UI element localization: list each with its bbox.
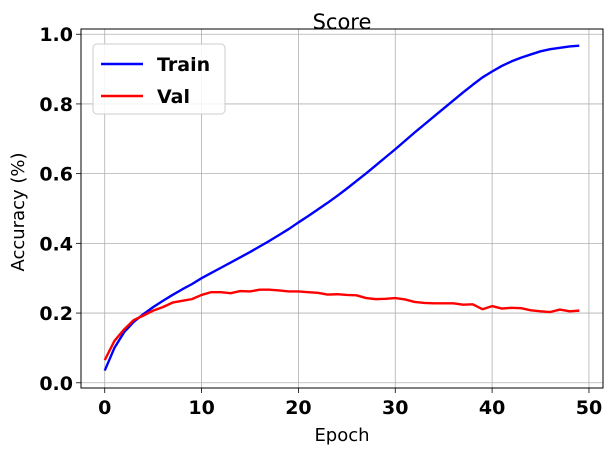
x-tick-label: 0 (98, 397, 111, 419)
y-tick-label: 0.6 (39, 164, 73, 186)
x-tick-label: 20 (285, 397, 311, 419)
legend-label-train: Train (157, 54, 210, 76)
series-line-train (103, 44, 580, 372)
chart-title: Score (313, 10, 372, 34)
x-axis: 0 10 20 30 40 50 (98, 388, 602, 419)
y-tick-label: 0.2 (39, 303, 73, 325)
plot-lines (103, 44, 580, 372)
x-tick-label: 50 (576, 397, 602, 419)
y-tick-label: 1.0 (39, 24, 73, 46)
series-line-val (103, 288, 580, 361)
legend-label-val: Val (157, 86, 190, 108)
y-axis-label: Accuracy (%) (8, 152, 29, 271)
x-tick-label: 40 (479, 397, 505, 419)
y-axis: 0.0 0.2 0.4 0.6 0.8 1.0 (39, 24, 81, 395)
y-tick-label: 0.8 (39, 94, 73, 116)
x-tick-label: 30 (382, 397, 408, 419)
y-tick-label: 0.4 (39, 233, 73, 255)
x-tick-label: 10 (188, 397, 214, 419)
plot-frame (80, 28, 604, 389)
legend: Train Val (92, 43, 226, 115)
y-tick-label: 0.0 (39, 373, 73, 395)
x-axis-label: Epoch (314, 425, 369, 446)
